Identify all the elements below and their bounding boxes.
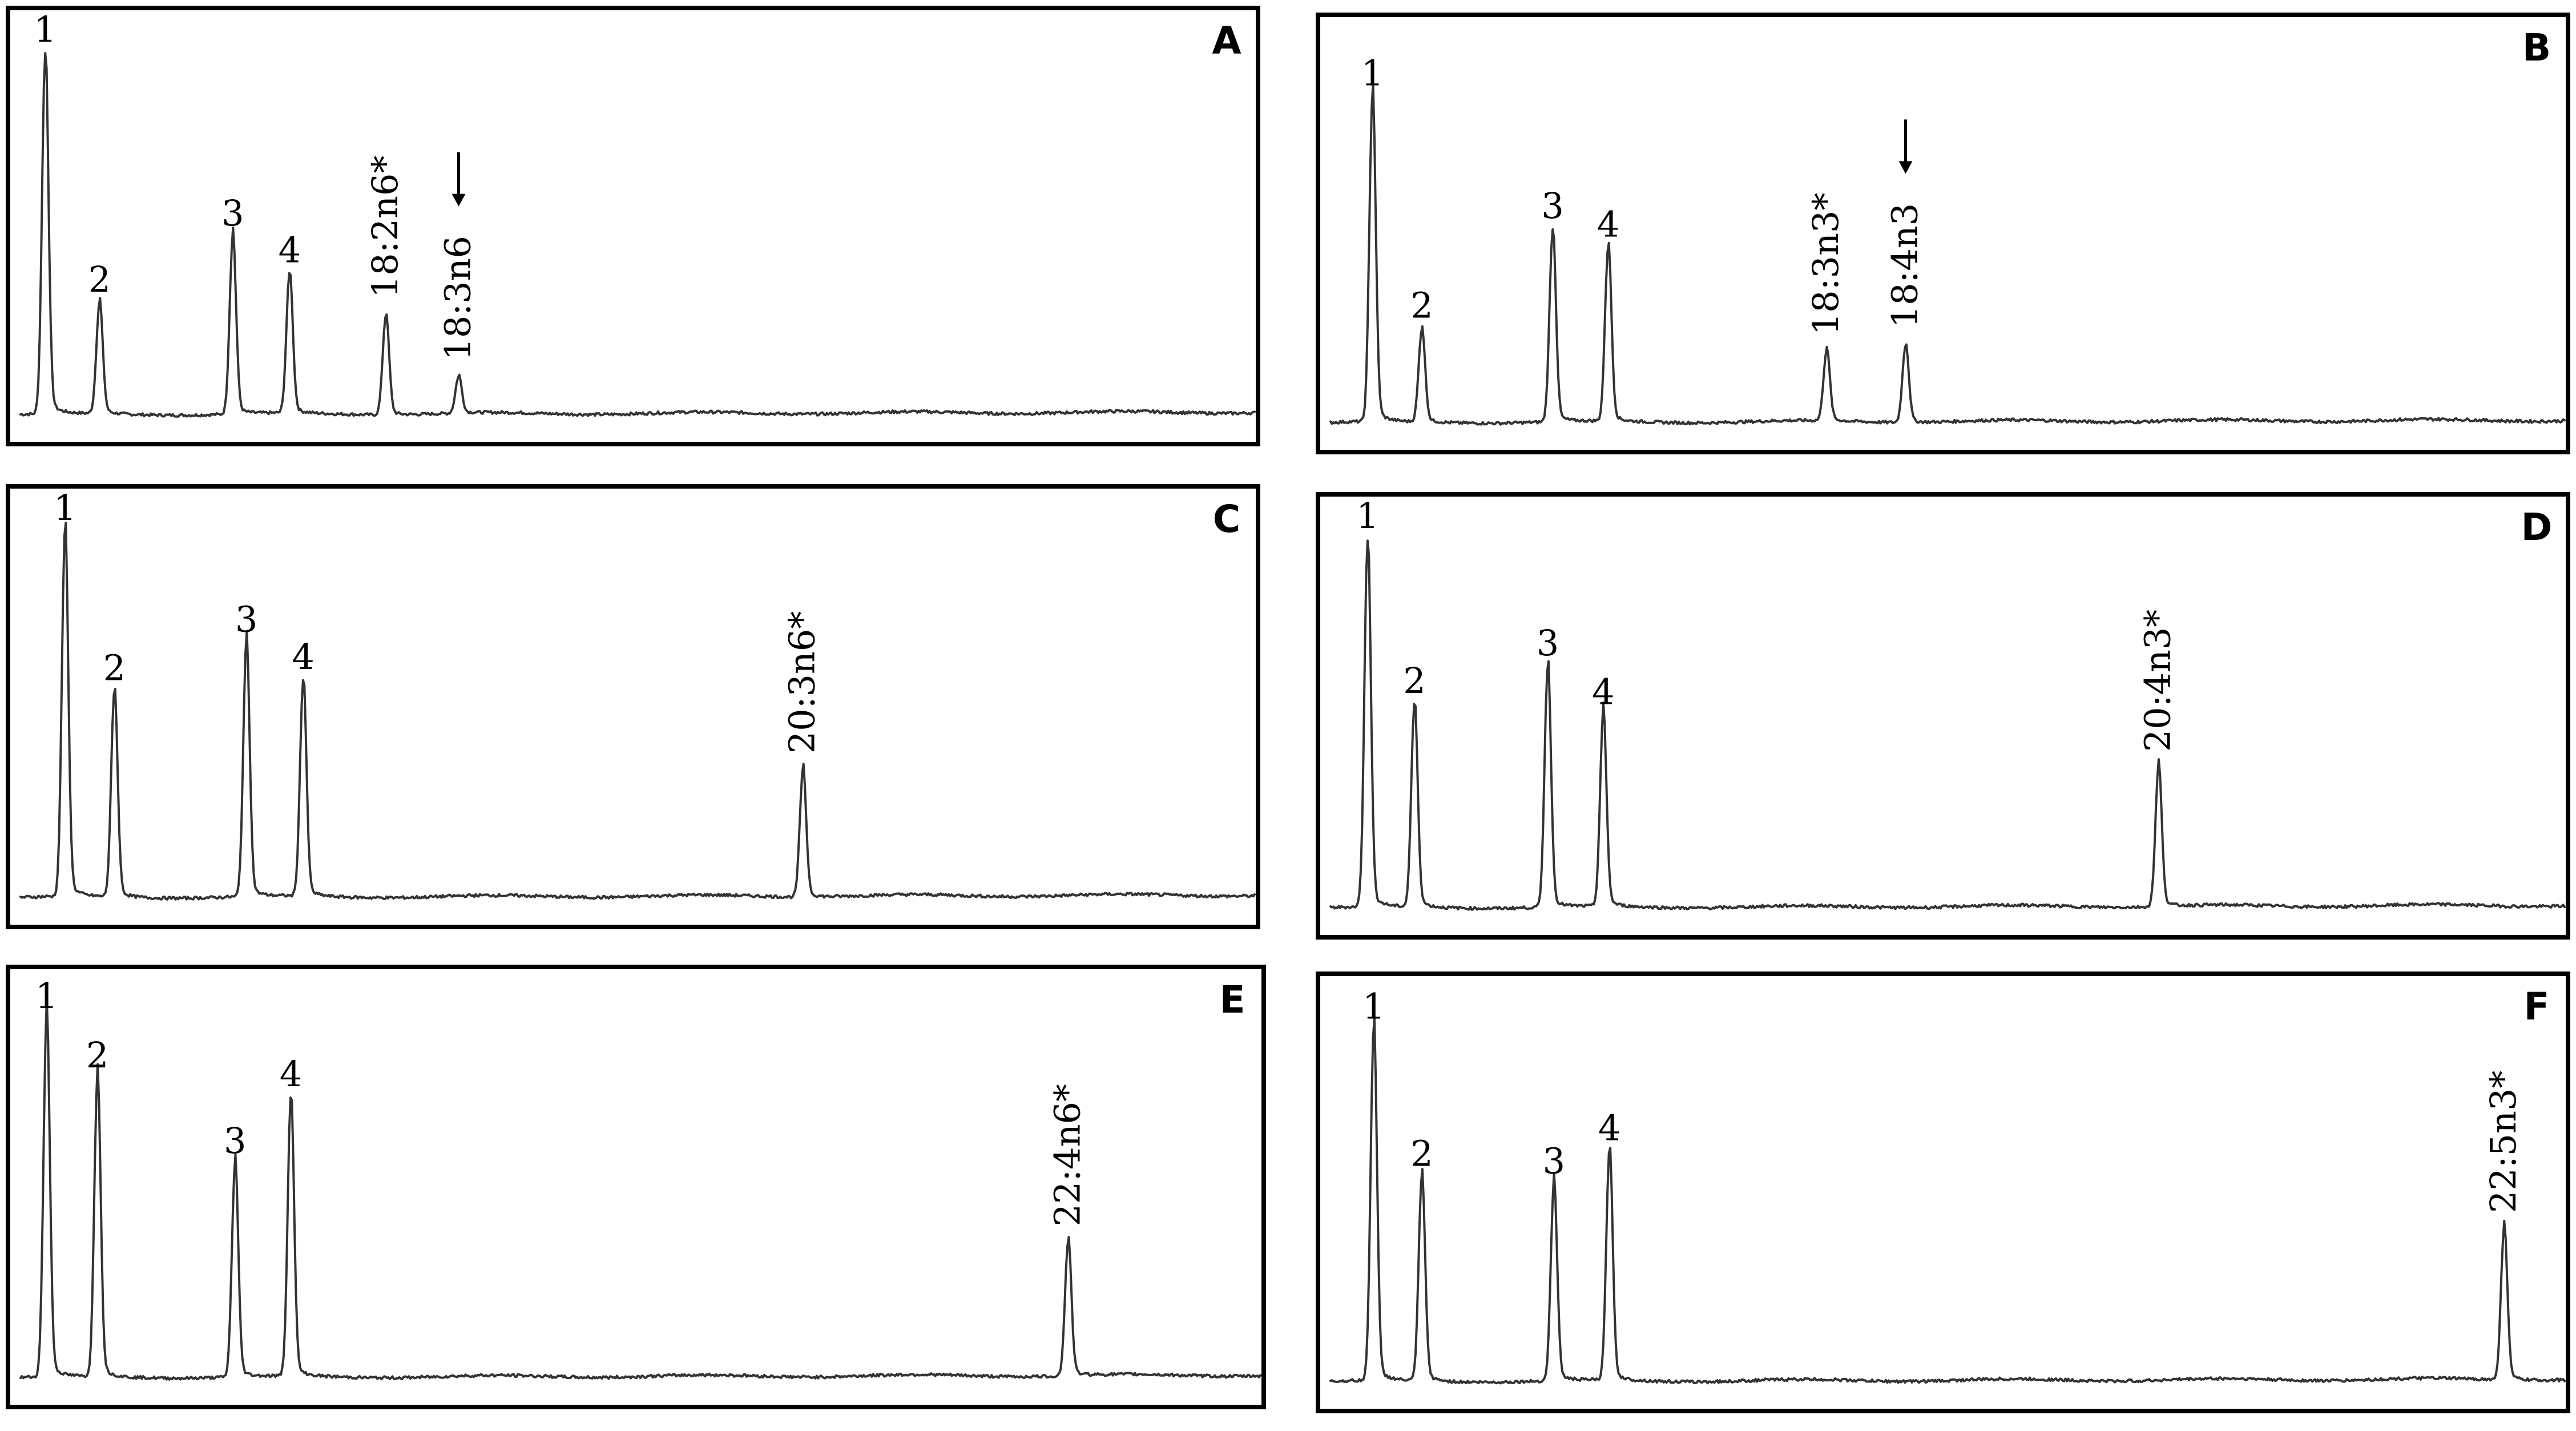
peak-label-5: 18:3n3*: [1805, 193, 1847, 336]
chromatogram-trace: [19, 522, 1256, 901]
peak-label-4: 4: [1592, 671, 1614, 712]
peak-label-5: 20:4n3*: [2137, 610, 2179, 752]
peak-label-6: 18:4n3: [1884, 203, 1925, 328]
peak-label-2: 2: [1403, 660, 1425, 702]
panel-frame: [6, 484, 1260, 929]
panel-frame: [1316, 492, 2570, 940]
arrow-head: [1898, 161, 1913, 174]
peak-label-1: 1: [1362, 985, 1385, 1027]
panel-f: 1 2 34 22:5n3* F: [1316, 972, 2570, 1413]
chromatogram-trace: [1329, 1017, 2566, 1385]
peak-label-4: 4: [280, 1053, 302, 1095]
arrow-head: [451, 194, 466, 207]
panel-e: 12 34 22:4n6* E: [6, 965, 1266, 1409]
peak-label-1: 1: [1361, 53, 1384, 94]
panel-c: 1 2 34 20:3n6* C: [6, 484, 1260, 929]
peak-label-3: 3: [1537, 622, 1559, 664]
peak-label-2: 2: [103, 647, 126, 688]
peak-label-3: 3: [1541, 185, 1563, 227]
peak-label-5: 22:5n3*: [2482, 1071, 2524, 1214]
peak-label-4: 4: [292, 636, 314, 678]
peak-label-1: 1: [1356, 495, 1378, 537]
peak-label-2: 2: [1410, 285, 1433, 326]
panel-frame: [6, 6, 1260, 446]
peak-label-5: 20:3n6*: [781, 611, 823, 754]
chromatogram-trace: [19, 52, 1256, 418]
peak-label-1: 1: [34, 9, 57, 50]
chromatogram-trace: [1329, 82, 2566, 426]
panel-letter: E: [1219, 978, 1245, 1022]
peak-label-3: 3: [221, 192, 244, 234]
panel-frame: [1316, 13, 2570, 454]
panel-letter: A: [1212, 19, 1241, 63]
peak-label-1: 1: [35, 975, 58, 1017]
panel-d: 1 2 34 20:4n3* D: [1316, 492, 2570, 940]
chromatogram-trace: [19, 997, 1261, 1381]
panel-letter: C: [1213, 497, 1240, 541]
peak-label-5: 18:2n6*: [364, 156, 406, 299]
panel-letter: B: [2522, 26, 2551, 70]
panel-frame: [6, 965, 1266, 1409]
peak-label-5: 22:4n6*: [1046, 1084, 1088, 1227]
peak-label-4: 4: [1597, 203, 1619, 245]
panel-letter: D: [2521, 505, 2553, 549]
peak-label-4: 4: [279, 229, 301, 271]
chromatogram-trace: [1329, 539, 2566, 911]
peak-label-2: 2: [1410, 1133, 1433, 1175]
peak-label-6: 18:3n6: [437, 236, 479, 361]
peak-label-3: 3: [235, 599, 257, 640]
panel-letter: F: [2523, 985, 2549, 1029]
panel-b: 1 2 3 4 18:3n3* 18:4n3 B: [1316, 13, 2570, 454]
peak-label-2: 2: [86, 1034, 108, 1076]
peak-label-2: 2: [88, 259, 111, 300]
panel-a: 1 2 34 18:2n6* 18:3n6 A: [6, 6, 1260, 446]
peak-label-1: 1: [54, 487, 76, 529]
panel-frame: [1316, 972, 2570, 1413]
peak-label-3: 3: [224, 1120, 246, 1162]
peak-label-3: 3: [1543, 1140, 1565, 1182]
peak-label-4: 4: [1598, 1107, 1620, 1148]
